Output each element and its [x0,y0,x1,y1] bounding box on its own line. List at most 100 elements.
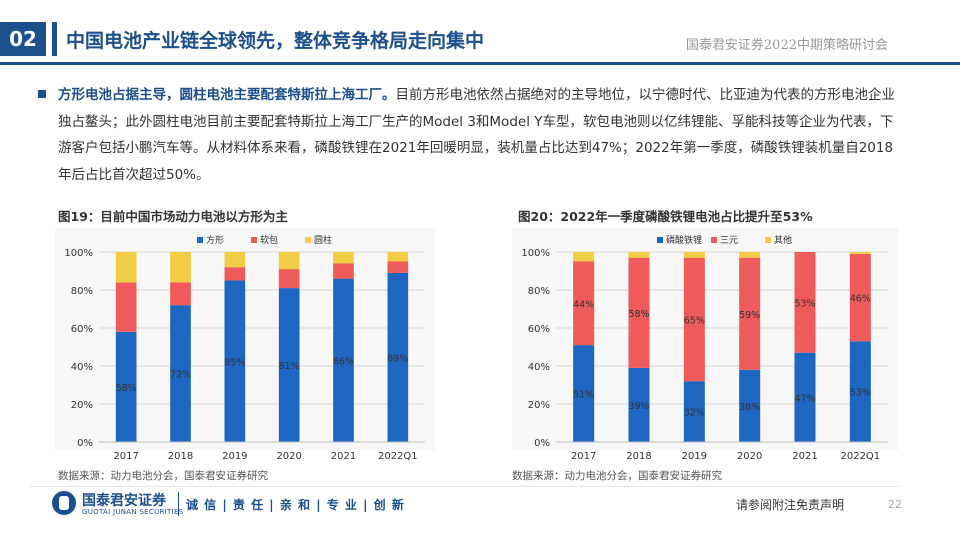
logo-name: 国泰君安证券 [82,493,166,509]
data-label: 89% [387,353,408,364]
bar-segment [573,252,595,262]
x-tick-label: 2022Q1 [840,451,880,462]
bar-segment [333,278,354,442]
data-label: 39% [628,401,649,412]
footer-divider [30,486,900,487]
y-tick-label: 20% [71,400,93,411]
bar-segment [849,253,871,342]
data-label: 86% [333,356,354,367]
y-tick-label: 20% [528,400,550,411]
data-label: 46% [850,294,871,305]
bar-segment [573,261,595,346]
bar-segment [170,282,191,306]
y-tick-label: 0% [77,438,93,449]
x-tick-label: 2021 [792,451,817,462]
section-number: 02 [0,22,46,56]
data-label: 38% [739,402,760,413]
bar-segment [849,341,871,442]
page-number: 22 [888,498,902,511]
data-label: 47% [794,393,815,404]
company-logo-icon [52,491,76,515]
bar-segment [224,267,246,281]
legend-swatch [197,237,203,243]
legend-swatch [251,237,257,243]
x-tick-label: 2022Q1 [378,451,418,462]
legend-swatch [765,237,771,243]
bar-segment [333,252,354,264]
company-slogan: 诚 信 | 责 任 | 亲 和 | 专 业 | 创 新 [186,498,405,512]
bar-segment [333,263,354,279]
bar-segment [739,252,761,258]
chart-left: 0% 20% 40% 60% 80% 100% 方形 软包 圆柱 58% 2017 72% 2018 85… [55,228,435,462]
data-label: 32% [684,408,705,419]
paragraph-lead: 方形电池占据主导，圆柱电池主要配套特斯拉上海工厂。 [58,87,396,103]
bar-segment [278,288,300,442]
bar-segment [794,252,816,353]
chart-right: 0% 20% 40% 60% 80% 100% 磷酸铁锂 三元 其他 51% 44% 2017 39% 5… [512,228,898,462]
data-label: 81% [279,361,300,372]
bar-segment [170,305,191,442]
x-tick-label: 2017 [571,451,596,462]
bar-segment [224,252,246,268]
bar-segment [278,252,300,270]
legend-label: 软包 [260,234,278,246]
data-label: 58% [116,383,137,394]
y-tick-label: 40% [528,362,550,373]
y-tick-label: 100% [521,248,550,259]
data-label: 53% [794,298,815,309]
x-tick-label: 2021 [331,451,356,462]
x-tick-label: 2020 [276,451,301,462]
bar-segment [739,369,761,442]
body-paragraph: 方形电池占据主导，圆柱电池主要配套特斯拉上海工厂。目前方形电池依然占据绝对的主导… [58,82,900,188]
y-tick-label: 60% [528,324,550,335]
y-tick-label: 100% [64,248,93,259]
bar-segment [683,257,705,382]
bar-segment [115,331,137,442]
chart-left-svg: 0% 20% 40% 60% 80% 100% 方形 软包 圆柱 58% 2017 72% 2018 85… [64,234,425,462]
bar-segment [683,381,705,442]
logo-english: GUOTAI JUNAN SECURITIES [82,508,184,516]
legend-label: 方形 [206,234,224,246]
y-tick-label: 80% [71,286,93,297]
legend-swatch [657,237,663,243]
data-label: 72% [170,370,191,381]
slide-header: 02 中国电池产业链全球领先，整体竞争格局走向集中 国泰君安证券2022中期策略… [0,0,960,62]
y-tick-label: 80% [528,286,550,297]
legend-swatch [711,237,717,243]
bar-segment [170,252,191,283]
bar-segment [794,352,816,442]
y-tick-label: 0% [534,438,550,449]
data-label: 59% [739,310,760,321]
bar-segment [739,257,761,370]
x-tick-label: 2017 [113,451,138,462]
data-label: 65% [684,315,705,326]
bar-segment [224,280,246,442]
bar-segment [628,257,650,368]
chart-left-source: 数据来源：动力电池分会，国泰君安证券研究 [58,470,268,482]
data-label: 58% [628,309,649,320]
bar-segment [683,252,705,258]
paragraph-body: 目前方形电池依然占据绝对的主导地位，以宁德时代、比亚迪为代表的方形电池企业独占鳌… [58,87,895,183]
legend-label: 磷酸铁锂 [666,234,702,246]
bar-segment [849,252,871,254]
x-tick-label: 2019 [222,451,247,462]
legend-label: 其他 [774,234,792,246]
chart-right-title: 图20：2022年一季度磷酸铁锂电池占比提升至53% [518,209,813,224]
x-tick-label: 2020 [737,451,762,462]
bullet-square-icon [38,90,46,98]
bar-segment [278,269,300,289]
data-label: 85% [224,357,245,368]
bar-segment [387,252,409,262]
chart-left-title: 图19：目前中国市场动力电池以方形为主 [58,209,288,224]
header-divider [0,62,960,65]
disclaimer-link[interactable]: 请参阅附注免责声明 [736,498,845,512]
y-tick-label: 40% [71,362,93,373]
data-label: 44% [573,299,594,310]
bar-segment [115,282,137,332]
title-accent-bar [52,22,57,56]
bar-segment [387,272,409,442]
y-tick-label: 60% [71,324,93,335]
bar-segment [115,252,137,283]
bar-segment [628,367,650,442]
chart-right-svg: 0% 20% 40% 60% 80% 100% 磷酸铁锂 三元 其他 51% 44% 2017 39% 5… [521,234,888,462]
